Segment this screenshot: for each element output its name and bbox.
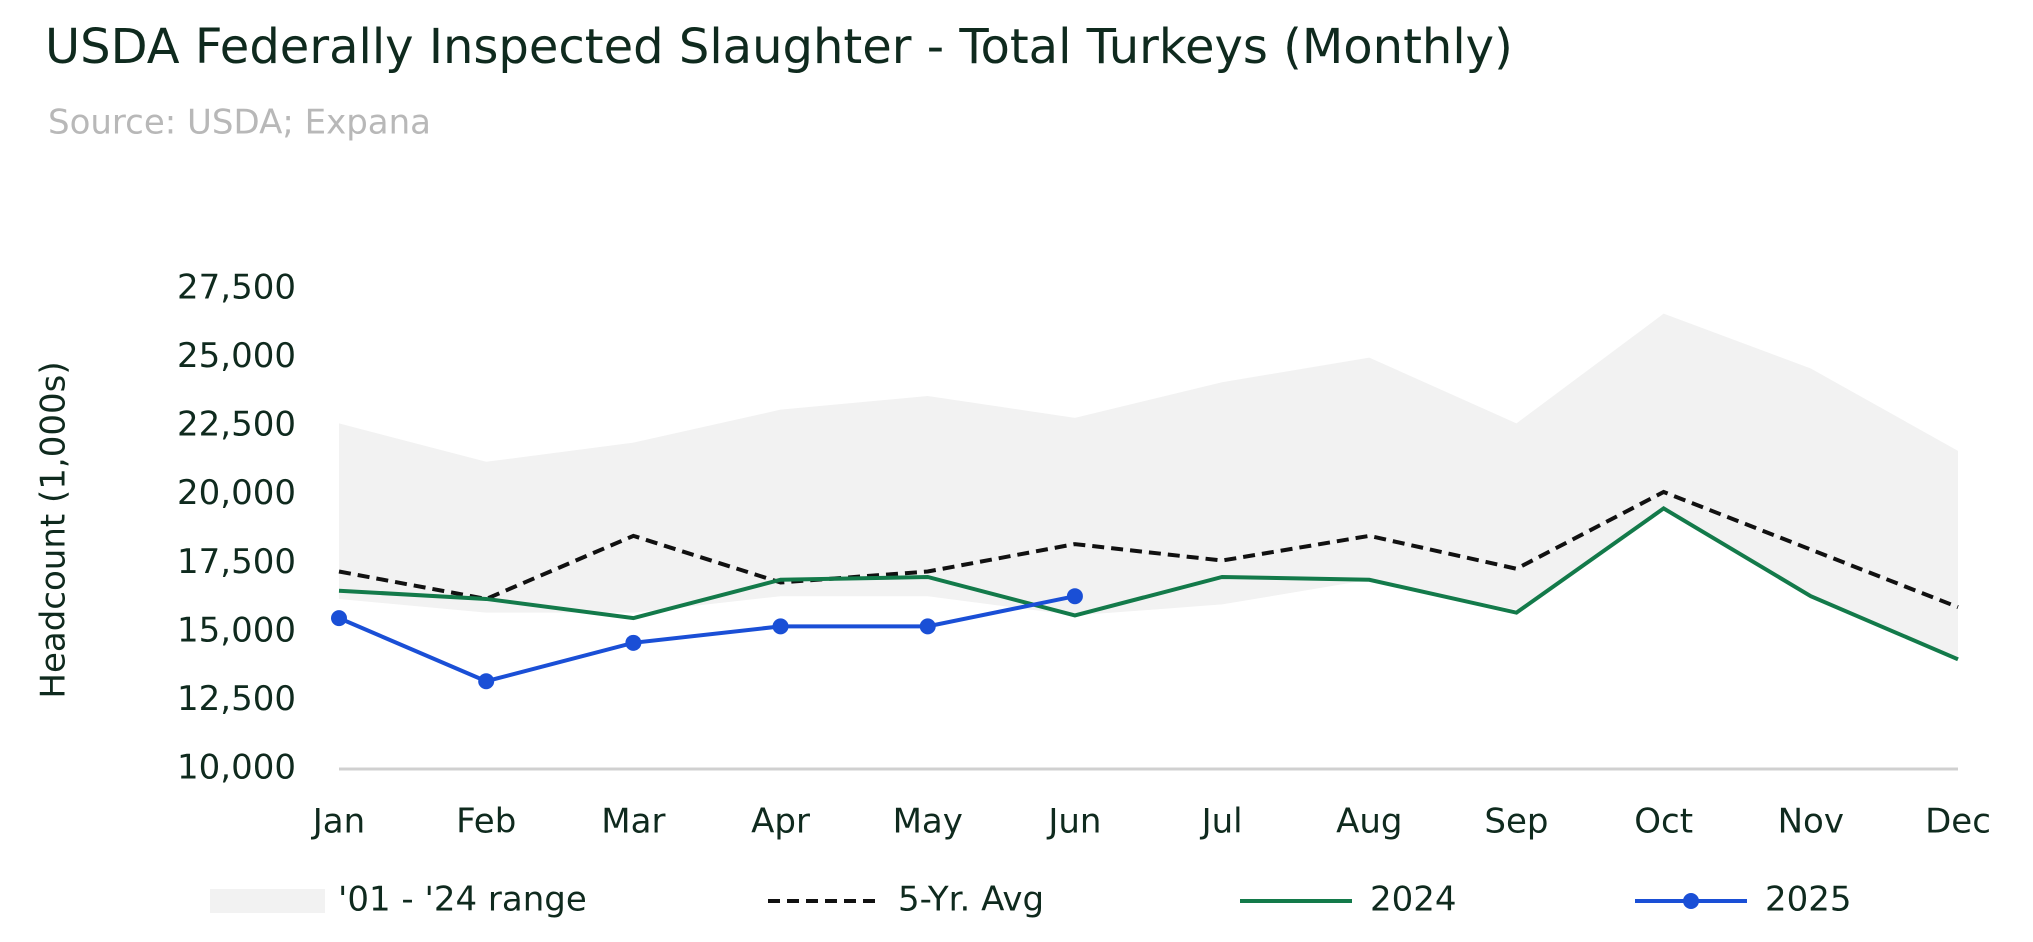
x-tick-label: Feb xyxy=(456,802,516,842)
y-tick-label: 20,000 xyxy=(177,473,296,513)
y-tick-label: 27,500 xyxy=(177,268,296,308)
series-line xyxy=(338,594,1076,684)
legend-label: '01 - '24 range xyxy=(338,880,587,920)
chart-subtitle: Source: USDA; Expana xyxy=(48,103,431,143)
y-axis-label: Headcount (1,000s) xyxy=(34,361,74,698)
series-marker xyxy=(331,610,347,627)
y-tick-label: 15,000 xyxy=(177,610,296,650)
x-tick-label: Mar xyxy=(601,802,665,842)
x-tick-label: Apr xyxy=(751,802,810,842)
legend-swatch xyxy=(210,889,325,913)
y-tick-label: 25,000 xyxy=(177,336,296,376)
legend-label: 2024 xyxy=(1370,880,1457,920)
y-tick-label: 22,500 xyxy=(177,405,296,445)
series-marker xyxy=(1066,588,1083,605)
series-marker xyxy=(478,673,495,690)
series-marker xyxy=(625,634,642,651)
range-area xyxy=(339,313,1958,660)
x-tick-label: Sep xyxy=(1484,802,1548,842)
legend-label: 2025 xyxy=(1765,880,1852,920)
series-marker xyxy=(772,618,789,635)
x-tick-label: Jun xyxy=(1046,802,1101,842)
legend-label: 5-Yr. Avg xyxy=(898,880,1044,920)
chart-title: USDA Federally Inspected Slaughter - Tot… xyxy=(45,19,1513,75)
x-tick-label: May xyxy=(893,802,963,842)
x-tick-label: Jul xyxy=(1200,802,1243,842)
y-tick-label: 10,000 xyxy=(177,748,296,788)
x-tick-label: Jan xyxy=(311,802,365,842)
x-tick-label: Aug xyxy=(1336,802,1402,842)
x-tick-label: Nov xyxy=(1778,802,1844,842)
x-tick-label: Oct xyxy=(1634,802,1693,842)
y-tick-label: 17,500 xyxy=(177,542,296,582)
x-tick-label: Dec xyxy=(1925,802,1991,842)
series-line xyxy=(338,506,1959,662)
legend-marker xyxy=(1683,893,1699,909)
y-tick-label: 12,500 xyxy=(177,679,296,719)
series-marker xyxy=(919,618,936,635)
